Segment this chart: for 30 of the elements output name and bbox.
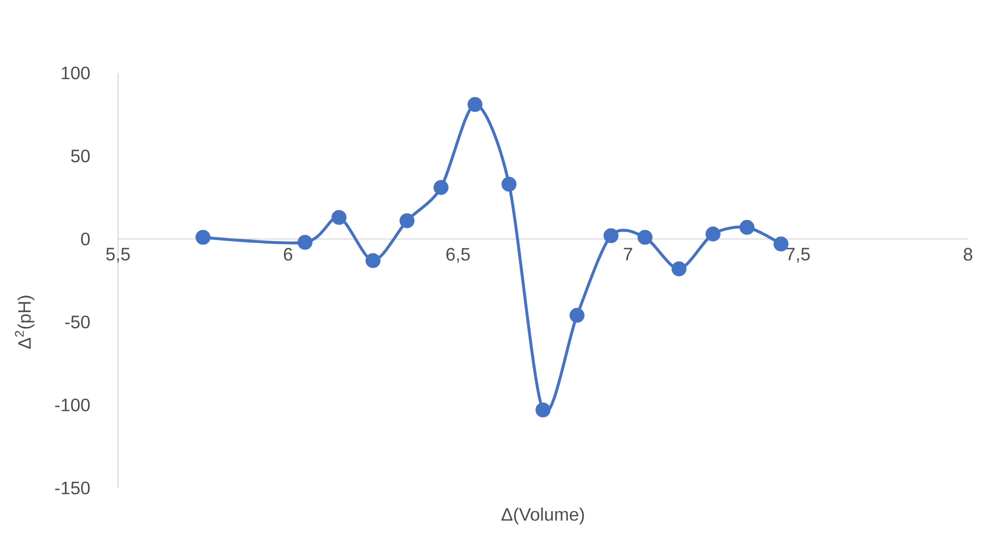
point [298,234,312,250]
point [502,176,516,192]
x-axis-title: Δ(Volume) [502,508,584,524]
x-tick-label: 7,5 [786,248,810,263]
point [604,228,618,244]
y-tick-label: 50 [71,150,90,162]
point [706,226,720,242]
point [434,180,448,195]
x-tick-label: 8 [964,248,972,261]
y-tick-label: -50 [65,316,90,328]
point [774,236,788,252]
y-tick-label: 0 [81,232,90,246]
point [332,210,346,225]
y-axis-title: Δ$^{2}$(pH) [14,296,34,349]
y-tick-label: -100 [55,398,90,412]
point [196,230,210,245]
point [536,402,550,418]
point [570,308,584,323]
y-tick-label: -150 [55,482,90,494]
x-tick-label: 6 [284,248,292,261]
y-tick-label: 100 [62,66,90,80]
x-tick-label: 6,5 [446,248,470,263]
point [638,230,652,245]
point [740,220,754,235]
x-tick-label: 7 [624,248,632,260]
point [400,213,414,228]
point [366,253,380,268]
point [672,261,686,276]
x-tick-label: 5,5 [106,248,130,263]
point [468,97,482,112]
